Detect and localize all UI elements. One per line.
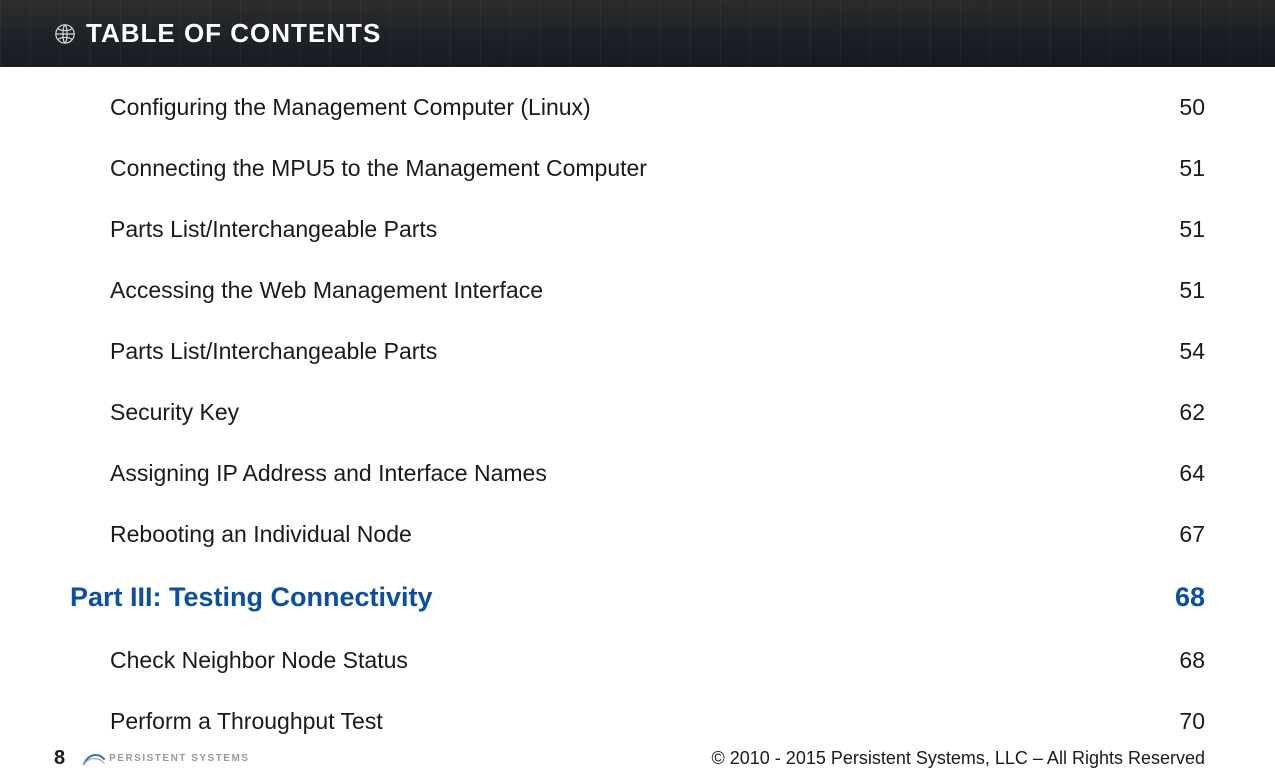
toc-entry[interactable]: Security Key 62 xyxy=(70,399,1205,426)
toc-entry-page: 64 xyxy=(1179,460,1205,487)
toc-entry-label: Security Key xyxy=(70,399,239,426)
toc-entry[interactable]: Parts List/Interchangeable Parts 54 xyxy=(70,338,1205,365)
toc-entry-label: Parts List/Interchangeable Parts xyxy=(70,338,437,365)
toc-entry-label: Connecting the MPU5 to the Management Co… xyxy=(70,155,647,182)
toc-entry-page: 70 xyxy=(1179,708,1205,735)
toc-entry-page: 51 xyxy=(1179,155,1205,182)
toc-entry-label: Assigning IP Address and Interface Names xyxy=(70,460,547,487)
persistent-systems-logo: PERSISTENT SYSTEMS xyxy=(83,751,249,767)
toc-entry[interactable]: Rebooting an Individual Node 67 xyxy=(70,521,1205,548)
toc-entry-label: Perform a Throughput Test xyxy=(70,708,383,735)
toc-entry-page: 54 xyxy=(1179,338,1205,365)
toc-entry[interactable]: Parts List/Interchangeable Parts 51 xyxy=(70,216,1205,243)
header-bar: TABLE OF CONTENTS xyxy=(0,0,1275,67)
toc-entry-page: 68 xyxy=(1179,647,1205,674)
toc-entry[interactable]: Connecting the MPU5 to the Management Co… xyxy=(70,155,1205,182)
toc-entry-page: 51 xyxy=(1179,277,1205,304)
toc-entry[interactable]: Accessing the Web Management Interface 5… xyxy=(70,277,1205,304)
toc-entry[interactable]: Check Neighbor Node Status 68 xyxy=(70,647,1205,674)
toc-part-heading[interactable]: Part III: Testing Connectivity 68 xyxy=(70,582,1205,613)
toc-entry-label: Check Neighbor Node Status xyxy=(70,647,408,674)
toc-entry[interactable]: Configuring the Management Computer (Lin… xyxy=(70,94,1205,121)
toc-part-label: Part III: Testing Connectivity xyxy=(70,582,433,613)
toc-entry-page: 50 xyxy=(1179,94,1205,121)
toc-entry-label: Configuring the Management Computer (Lin… xyxy=(70,94,591,121)
toc-entry-page: 51 xyxy=(1179,216,1205,243)
toc-entry[interactable]: Perform a Throughput Test 70 xyxy=(70,708,1205,735)
toc-entry-label: Parts List/Interchangeable Parts xyxy=(70,216,437,243)
toc-part-page: 68 xyxy=(1175,582,1205,613)
wavecloud-icon xyxy=(54,23,76,45)
page-number: 8 xyxy=(54,747,65,770)
footer-left: 8 PERSISTENT SYSTEMS xyxy=(54,747,249,770)
logo-text: PERSISTENT SYSTEMS xyxy=(109,753,249,764)
toc-entry-label: Rebooting an Individual Node xyxy=(70,521,412,548)
toc-entry-page: 67 xyxy=(1179,521,1205,548)
copyright-text: © 2010 - 2015 Persistent Systems, LLC – … xyxy=(712,748,1206,769)
toc-list: Configuring the Management Computer (Lin… xyxy=(0,67,1275,735)
page-footer: 8 PERSISTENT SYSTEMS © 2010 - 2015 Persi… xyxy=(0,747,1275,770)
header-title: TABLE OF CONTENTS xyxy=(86,18,381,49)
toc-entry[interactable]: Assigning IP Address and Interface Names… xyxy=(70,460,1205,487)
toc-entry-page: 62 xyxy=(1179,399,1205,426)
toc-entry-label: Accessing the Web Management Interface xyxy=(70,277,543,304)
